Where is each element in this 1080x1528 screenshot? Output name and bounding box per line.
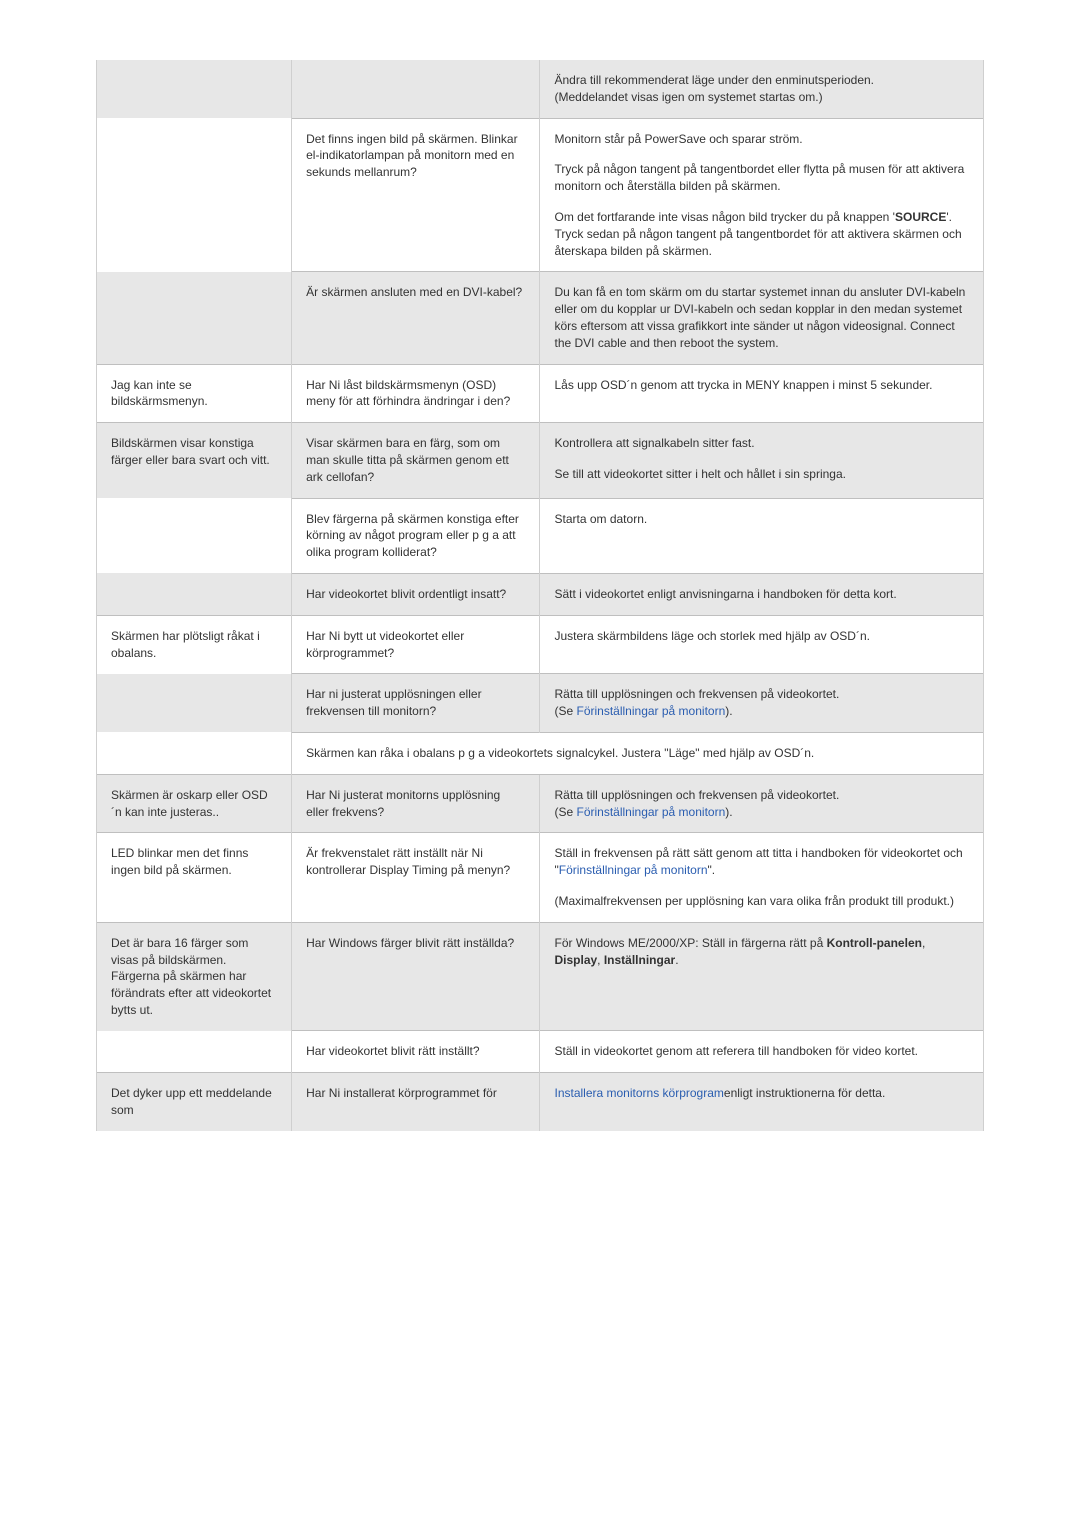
table-cell: Skärmen kan råka i obalans p g a videoko… (292, 732, 984, 774)
table-cell: Har Ni låst bildskärmsmenyn (OSD) meny f… (292, 364, 540, 423)
table-cell: Är frekvenstalet rätt inställt när Ni ko… (292, 833, 540, 922)
table-cell (97, 118, 292, 272)
table-cell: Du kan få en tom skärm om du startar sys… (540, 272, 984, 364)
table-cell: Har Ni bytt ut videokortet eller körprog… (292, 615, 540, 674)
table-cell: Bildskärmen visar konstiga färger eller … (97, 423, 292, 498)
table-cell: Jag kan inte se bildskärmsmenyn. (97, 364, 292, 423)
table-cell (97, 674, 292, 733)
table-cell: Det finns ingen bild på skärmen. Blinkar… (292, 118, 540, 272)
table-cell: Skärmen är oskarp eller OSD´n kan inte j… (97, 774, 292, 833)
table-cell: Har Windows färger blivit rätt inställda… (292, 922, 540, 1030)
table-cell: För Windows ME/2000/XP: Ställ in färgern… (540, 922, 984, 1030)
table-cell: Rätta till upplösningen och frekvensen p… (540, 674, 984, 733)
table-cell: Har videokortet blivit rätt inställt? (292, 1031, 540, 1073)
table-cell: LED blinkar men det finns ingen bild på … (97, 833, 292, 922)
table-cell (97, 573, 292, 615)
table-cell: Är skärmen ansluten med en DVI-kabel? (292, 272, 540, 364)
table-cell: Har ni justerat upplösningen eller frekv… (292, 674, 540, 733)
table-cell: Ställ in frekvensen på rätt sätt genom a… (540, 833, 984, 922)
table-cell: Det dyker upp ett meddelande som (97, 1072, 292, 1130)
table-cell: Skärmen har plötsligt råkat i obalans. (97, 615, 292, 674)
table-cell (97, 60, 292, 118)
preset-link[interactable]: Förinställningar på monitorn (577, 704, 726, 718)
preset-link[interactable]: Förinställningar på monitorn (559, 863, 708, 877)
table-cell (97, 732, 292, 774)
table-cell: Har Ni installerat körprogrammet för (292, 1072, 540, 1130)
table-cell: Ställ in videokortet genom att referera … (540, 1031, 984, 1073)
preset-link[interactable]: Förinställningar på monitorn (577, 805, 726, 819)
install-driver-link[interactable]: Installera monitorns körprogram (554, 1086, 723, 1100)
table-cell: Lås upp OSD´n genom att trycka in MENY k… (540, 364, 984, 423)
table-cell: Kontrollera att signalkabeln sitter fast… (540, 423, 984, 498)
table-cell: Visar skärmen bara en färg, som om man s… (292, 423, 540, 498)
table-cell: Ändra till rekommenderat läge under den … (540, 60, 984, 118)
table-cell (97, 1031, 292, 1073)
table-cell (292, 60, 540, 118)
table-cell: Starta om datorn. (540, 498, 984, 573)
table-cell (97, 272, 292, 364)
troubleshoot-table: Ändra till rekommenderat läge under den … (96, 60, 984, 1131)
table-cell: Monitorn står på PowerSave och sparar st… (540, 118, 984, 272)
table-cell: Blev färgerna på skärmen konstiga efter … (292, 498, 540, 573)
table-cell: Justera skärmbildens läge och storlek me… (540, 615, 984, 674)
table-cell: Sätt i videokortet enligt anvisningarna … (540, 573, 984, 615)
table-cell (97, 498, 292, 573)
table-cell: Installera monitorns körprogramenligt in… (540, 1072, 984, 1130)
table-cell: Rätta till upplösningen och frekvensen p… (540, 774, 984, 833)
table-cell: Har Ni justerat monitorns upplösning ell… (292, 774, 540, 833)
table-cell: Det är bara 16 färger som visas på bilds… (97, 922, 292, 1030)
table-cell: Har videokortet blivit ordentligt insatt… (292, 573, 540, 615)
